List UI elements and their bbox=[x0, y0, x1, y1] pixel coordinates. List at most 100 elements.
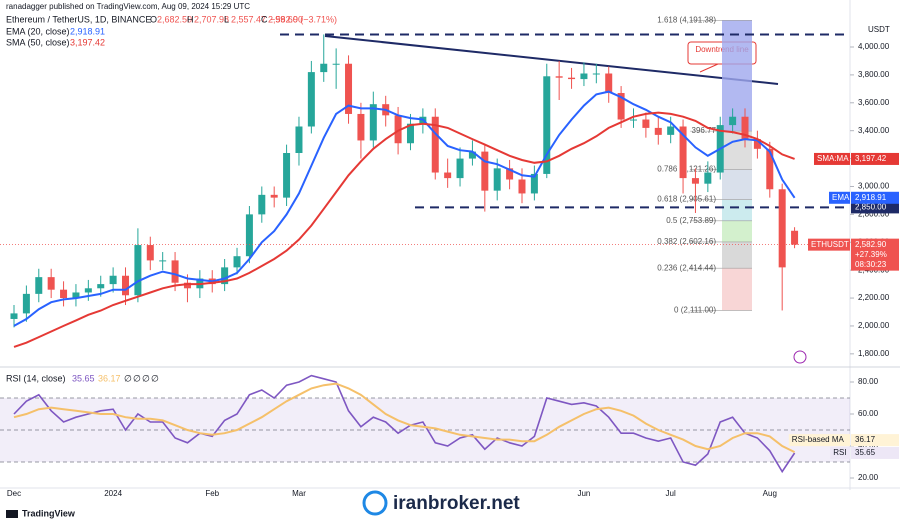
fib-band bbox=[722, 20, 752, 132]
rsi-legend-value: ∅ bbox=[133, 373, 141, 383]
y-tick-label: 3,600.00 bbox=[858, 98, 890, 107]
fib-label: 1.618 (4,191.38) bbox=[657, 15, 716, 24]
symbol: Ethereum / TetherUS, 1D, BINANCE bbox=[6, 14, 151, 24]
rsi-legend-value: ∅ bbox=[151, 373, 159, 383]
candle-body bbox=[493, 168, 501, 191]
candle-body bbox=[345, 63, 353, 114]
candle-body bbox=[766, 148, 774, 190]
rsi-legend-value: ∅ bbox=[142, 373, 150, 383]
candle-body bbox=[729, 116, 737, 126]
price-tag-change: +27.39% bbox=[855, 250, 887, 259]
publisher: ranadagger published on TradingView.com,… bbox=[6, 2, 250, 11]
watermark-group: iranbroker.net bbox=[362, 490, 520, 516]
y-tick-label: 4,000.00 bbox=[858, 42, 890, 51]
line-series bbox=[13, 90, 796, 327]
logo-icon bbox=[6, 510, 18, 518]
series-tag-name: SMA:MA bbox=[817, 154, 849, 163]
y-tick-label: 3,800.00 bbox=[858, 70, 890, 79]
candle-body bbox=[221, 267, 229, 285]
footer-logo: TradingView bbox=[22, 508, 76, 518]
series-tag-bg bbox=[851, 152, 899, 165]
rsi-tag-name-bg bbox=[788, 434, 850, 447]
candle-body bbox=[47, 277, 55, 290]
y-tick-label: 60.00 bbox=[858, 409, 879, 418]
candle-body bbox=[134, 245, 142, 296]
line-series bbox=[13, 111, 795, 348]
candle-body bbox=[283, 153, 291, 198]
y-tick-label: 3,000.00 bbox=[858, 182, 890, 191]
candle-body bbox=[642, 119, 650, 128]
candle-body bbox=[481, 151, 489, 191]
candle-body bbox=[159, 260, 167, 262]
price-tag-countdown: 08:30:23 bbox=[855, 260, 887, 269]
candle-body bbox=[60, 289, 68, 299]
price-tag-value: 2,582.90 bbox=[855, 240, 887, 249]
x-tick-label: Feb bbox=[205, 489, 219, 498]
candle-body bbox=[245, 214, 253, 257]
ohlc-value: 2,682.50 bbox=[157, 14, 192, 24]
rsi-tag-name: RSI bbox=[833, 448, 846, 457]
price-tag-name-bg bbox=[808, 238, 850, 251]
candle-body bbox=[357, 113, 365, 141]
series-tag-bg bbox=[851, 191, 899, 204]
fib-band bbox=[722, 199, 752, 221]
fib-band bbox=[722, 268, 752, 311]
candle-body bbox=[109, 275, 117, 285]
ohlc-value: 2,707.98 bbox=[194, 14, 229, 24]
candle-body bbox=[183, 282, 191, 289]
candle-body bbox=[753, 139, 761, 149]
y-tick-label: 80.00 bbox=[858, 377, 879, 386]
candle-body bbox=[568, 77, 576, 80]
x-tick-label: Jun bbox=[577, 489, 590, 498]
fib-label: 0 (2,111.00) bbox=[674, 306, 716, 315]
series-tag-name: EMA bbox=[832, 193, 850, 202]
line-series bbox=[13, 382, 796, 453]
candle-body bbox=[369, 104, 377, 141]
ohlc-key: O bbox=[150, 14, 157, 24]
candle-body bbox=[270, 194, 278, 198]
series-tag-value: 2,918.91 bbox=[855, 193, 887, 202]
candle-body bbox=[146, 245, 154, 261]
candle-body bbox=[444, 172, 452, 179]
watermark: iranbroker.net bbox=[393, 493, 520, 514]
candle-body bbox=[295, 126, 303, 154]
rsi-tag-bg bbox=[851, 446, 899, 459]
fib-label: 0.5 (2,753.89) bbox=[666, 216, 716, 225]
x-tick-label: Aug bbox=[763, 489, 777, 498]
candle-body bbox=[320, 63, 328, 73]
candle-body bbox=[691, 178, 699, 184]
price-tag-bg bbox=[851, 238, 899, 271]
fib-band bbox=[722, 169, 752, 200]
series-tag-name-bg bbox=[829, 191, 850, 204]
x-tick-label: Mar bbox=[292, 489, 306, 498]
fib-band bbox=[722, 220, 752, 242]
y-tick-label: 2,000.00 bbox=[858, 321, 890, 330]
candle-body bbox=[431, 116, 439, 173]
candle-body bbox=[617, 93, 625, 120]
fib-band bbox=[722, 241, 752, 269]
candle-body bbox=[654, 127, 662, 135]
candle-body bbox=[630, 119, 637, 121]
rsi-legend-value: 35.65 bbox=[72, 373, 95, 383]
candle-body bbox=[258, 194, 266, 215]
candle-body bbox=[468, 151, 476, 159]
candle-body bbox=[122, 275, 130, 296]
ohlc-value: 2,582.90 bbox=[268, 14, 303, 24]
candle-body bbox=[679, 126, 687, 179]
candle-body bbox=[171, 260, 179, 283]
candle-body bbox=[22, 293, 30, 314]
candle-body bbox=[605, 73, 613, 94]
rsi-tag-bg bbox=[851, 434, 899, 447]
candle-body bbox=[741, 116, 749, 140]
fib-label: 0.618 (2,905.61) bbox=[657, 195, 716, 204]
candle-body bbox=[307, 72, 315, 127]
x-tick-label: Jul bbox=[666, 489, 676, 498]
ohlc-key: C bbox=[261, 14, 268, 24]
fib-label: 0.786 (3,121.26) bbox=[657, 165, 716, 174]
series-tag-name-bg bbox=[814, 152, 850, 165]
ohlc-value: 2,557.47 bbox=[231, 14, 266, 24]
level-tag-label: 2,850.00 bbox=[855, 203, 887, 212]
rsi-tag-name-bg bbox=[830, 446, 850, 459]
candle-body bbox=[10, 313, 18, 319]
ohlc-key: L bbox=[224, 14, 229, 24]
